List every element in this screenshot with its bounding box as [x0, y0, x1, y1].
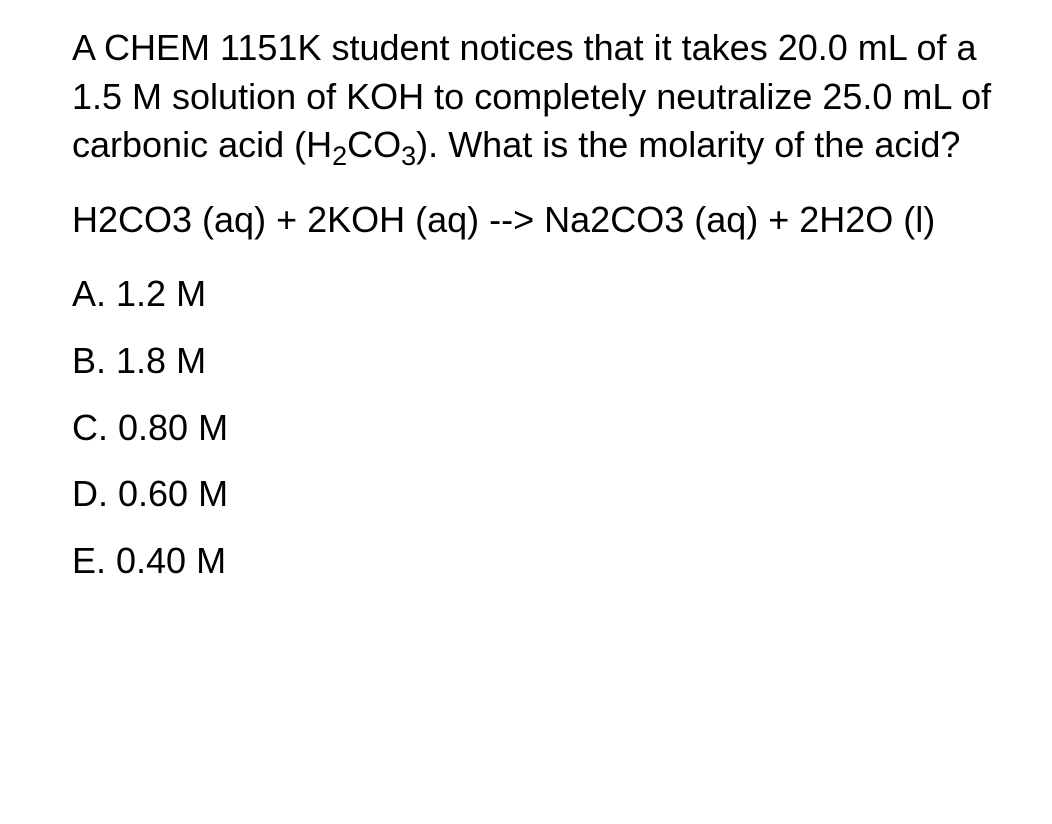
option-c: C. 0.80 M — [72, 404, 992, 453]
chemical-equation: H2CO3 (aq) + 2KOH (aq) --> Na2CO3 (aq) +… — [72, 196, 992, 245]
question-text-part1b: CO — [347, 124, 401, 165]
option-c-text: C. 0.80 M — [72, 407, 228, 448]
subscript-2: 2 — [332, 141, 347, 171]
option-d: D. 0.60 M — [72, 470, 992, 519]
subscript-3: 3 — [401, 141, 416, 171]
equation-text: H2CO3 (aq) + 2KOH (aq) --> Na2CO3 (aq) +… — [72, 199, 935, 240]
option-b-text: B. 1.8 M — [72, 340, 206, 381]
question-paragraph-1: A CHEM 1151K student notices that it tak… — [72, 24, 992, 170]
option-d-text: D. 0.60 M — [72, 473, 228, 514]
option-b: B. 1.8 M — [72, 337, 992, 386]
option-e-text: E. 0.40 M — [72, 540, 226, 581]
question-text-line2: What is the molarity of the acid? — [448, 124, 960, 165]
option-a-text: A. 1.2 M — [72, 273, 206, 314]
option-e: E. 0.40 M — [72, 537, 992, 586]
question-text-part1c: ). — [416, 124, 438, 165]
option-a: A. 1.2 M — [72, 270, 992, 319]
